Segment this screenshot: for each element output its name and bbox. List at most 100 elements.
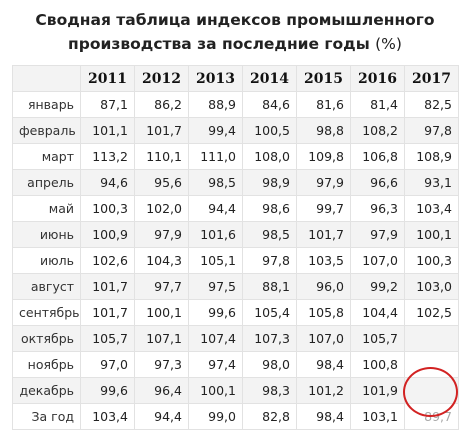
value-cell: 105,7 <box>350 325 405 352</box>
year-header: 2016 <box>350 65 405 92</box>
value-cell: 109,8 <box>296 143 351 170</box>
value-cell: 106,8 <box>350 143 405 170</box>
value-cell: 102,6 <box>80 247 135 274</box>
value-cell <box>404 325 459 352</box>
value-cell: 101,7 <box>134 117 189 144</box>
value-cell: 100,5 <box>242 117 297 144</box>
row-label: июнь <box>12 221 81 248</box>
title-line-2: производства за последние годы (%) <box>0 32 470 56</box>
value-cell: 103,0 <box>404 273 459 300</box>
header-row: 2011 2012 2013 2014 2015 2016 2017 <box>12 65 459 92</box>
row-label: февраль <box>12 117 81 144</box>
table-row: июнь 100,9 97,9 101,6 98,5 101,7 97,9 100,1 <box>12 221 459 248</box>
value-cell: 107,1 <box>134 325 189 352</box>
value-cell: 98,0 <box>242 351 297 378</box>
value-cell: 96,4 <box>134 377 189 404</box>
value-cell: 99,2 <box>350 273 405 300</box>
year-header: 2013 <box>188 65 243 92</box>
row-label: июль <box>12 247 81 274</box>
value-cell: 96,3 <box>350 195 405 222</box>
value-cell: 103,4 <box>404 195 459 222</box>
value-cell: 102,5 <box>404 299 459 326</box>
year-header: 2017 <box>404 65 459 92</box>
title-unit: (%) <box>375 35 402 53</box>
value-cell: 97,5 <box>188 273 243 300</box>
value-cell: 100,1 <box>134 299 189 326</box>
value-cell: 98,5 <box>188 169 243 196</box>
value-cell: 99,6 <box>80 377 135 404</box>
value-cell: 105,7 <box>80 325 135 352</box>
value-cell: 98,3 <box>242 377 297 404</box>
value-cell: 100,9 <box>80 221 135 248</box>
value-cell: 97,7 <box>134 273 189 300</box>
year-header: 2012 <box>134 65 189 92</box>
row-label: январь <box>12 91 81 118</box>
table-title: Сводная таблица индексов промышленного п… <box>0 8 470 56</box>
value-cell: 104,4 <box>350 299 405 326</box>
row-label: апрель <box>12 169 81 196</box>
value-cell: 84,6 <box>242 91 297 118</box>
row-label: декабрь <box>12 377 81 404</box>
value-cell: 99,7 <box>296 195 351 222</box>
value-cell: 101,7 <box>80 299 135 326</box>
value-cell: 110,1 <box>134 143 189 170</box>
value-cell: 103,1 <box>350 403 405 430</box>
value-cell: 100,8 <box>350 351 405 378</box>
value-cell: 87,1 <box>80 91 135 118</box>
title-line-1: Сводная таблица индексов промышленного <box>35 11 435 29</box>
value-cell: 97,9 <box>134 221 189 248</box>
value-cell: 98,6 <box>242 195 297 222</box>
table-row: ноябрь 97,0 97,3 97,4 98,0 98,4 100,8 <box>12 351 459 378</box>
value-cell: 97,8 <box>404 117 459 144</box>
value-cell: 105,4 <box>242 299 297 326</box>
row-label: май <box>12 195 81 222</box>
value-cell: 97,9 <box>296 169 351 196</box>
value-cell: 98,8 <box>296 117 351 144</box>
value-cell: 86,2 <box>134 91 189 118</box>
value-cell: 98,4 <box>296 403 351 430</box>
value-cell: 99,4 <box>188 117 243 144</box>
table-row: июль 102,6 104,3 105,1 97,8 103,5 107,0 100,3 <box>12 247 459 274</box>
value-cell: 97,0 <box>80 351 135 378</box>
row-label: август <box>12 273 81 300</box>
corner-cell <box>12 65 81 92</box>
year-header: 2015 <box>296 65 351 92</box>
value-cell: 100,3 <box>404 247 459 274</box>
title-line-2-text: производства за последние годы <box>68 35 370 53</box>
value-cell: 95,6 <box>134 169 189 196</box>
value-cell: 100,1 <box>188 377 243 404</box>
value-cell: 96,0 <box>296 273 351 300</box>
table-row: декабрь 99,6 96,4 100,1 98,3 101,2 101,9 <box>12 377 459 404</box>
table-row: октябрь 105,7 107,1 107,4 107,3 107,0 105,7 <box>12 325 459 352</box>
value-cell: 103,4 <box>80 403 135 430</box>
value-cell: 94,4 <box>134 403 189 430</box>
row-label: октябрь <box>12 325 81 352</box>
production-index-table: 2011 2012 2013 2014 2015 2016 2017 январ… <box>12 65 459 430</box>
row-label: март <box>12 143 81 170</box>
value-cell: 108,9 <box>404 143 459 170</box>
table-row: май 100,3 102,0 94,4 98,6 99,7 96,3 103,4 <box>12 195 459 222</box>
value-cell: 101,2 <box>296 377 351 404</box>
table-row: март 113,2 110,1 111,0 108,0 109,8 106,8 108,9 <box>12 143 459 170</box>
value-cell: 88,1 <box>242 273 297 300</box>
value-cell: 98,4 <box>296 351 351 378</box>
value-cell: 101,6 <box>188 221 243 248</box>
value-cell: 107,0 <box>350 247 405 274</box>
value-cell: 111,0 <box>188 143 243 170</box>
value-cell: 101,9 <box>350 377 405 404</box>
value-cell: 99,6 <box>188 299 243 326</box>
value-cell: 108,0 <box>242 143 297 170</box>
value-cell: 93,1 <box>404 169 459 196</box>
value-cell: 101,7 <box>296 221 351 248</box>
value-cell: 98,5 <box>242 221 297 248</box>
value-cell: 97,9 <box>350 221 405 248</box>
value-cell: 82,5 <box>404 91 459 118</box>
table-row: сентябрь 101,7 100,1 99,6 105,4 105,8 104,4 102… <box>12 299 459 326</box>
value-cell: 82,8 <box>242 403 297 430</box>
table-row: январь 87,1 86,2 88,9 84,6 81,6 81,4 82,5 <box>12 91 459 118</box>
value-cell: 96,6 <box>350 169 405 196</box>
row-label: За год <box>12 403 81 430</box>
value-cell: 105,8 <box>296 299 351 326</box>
value-cell: 94,6 <box>80 169 135 196</box>
value-cell: 88,9 <box>188 91 243 118</box>
